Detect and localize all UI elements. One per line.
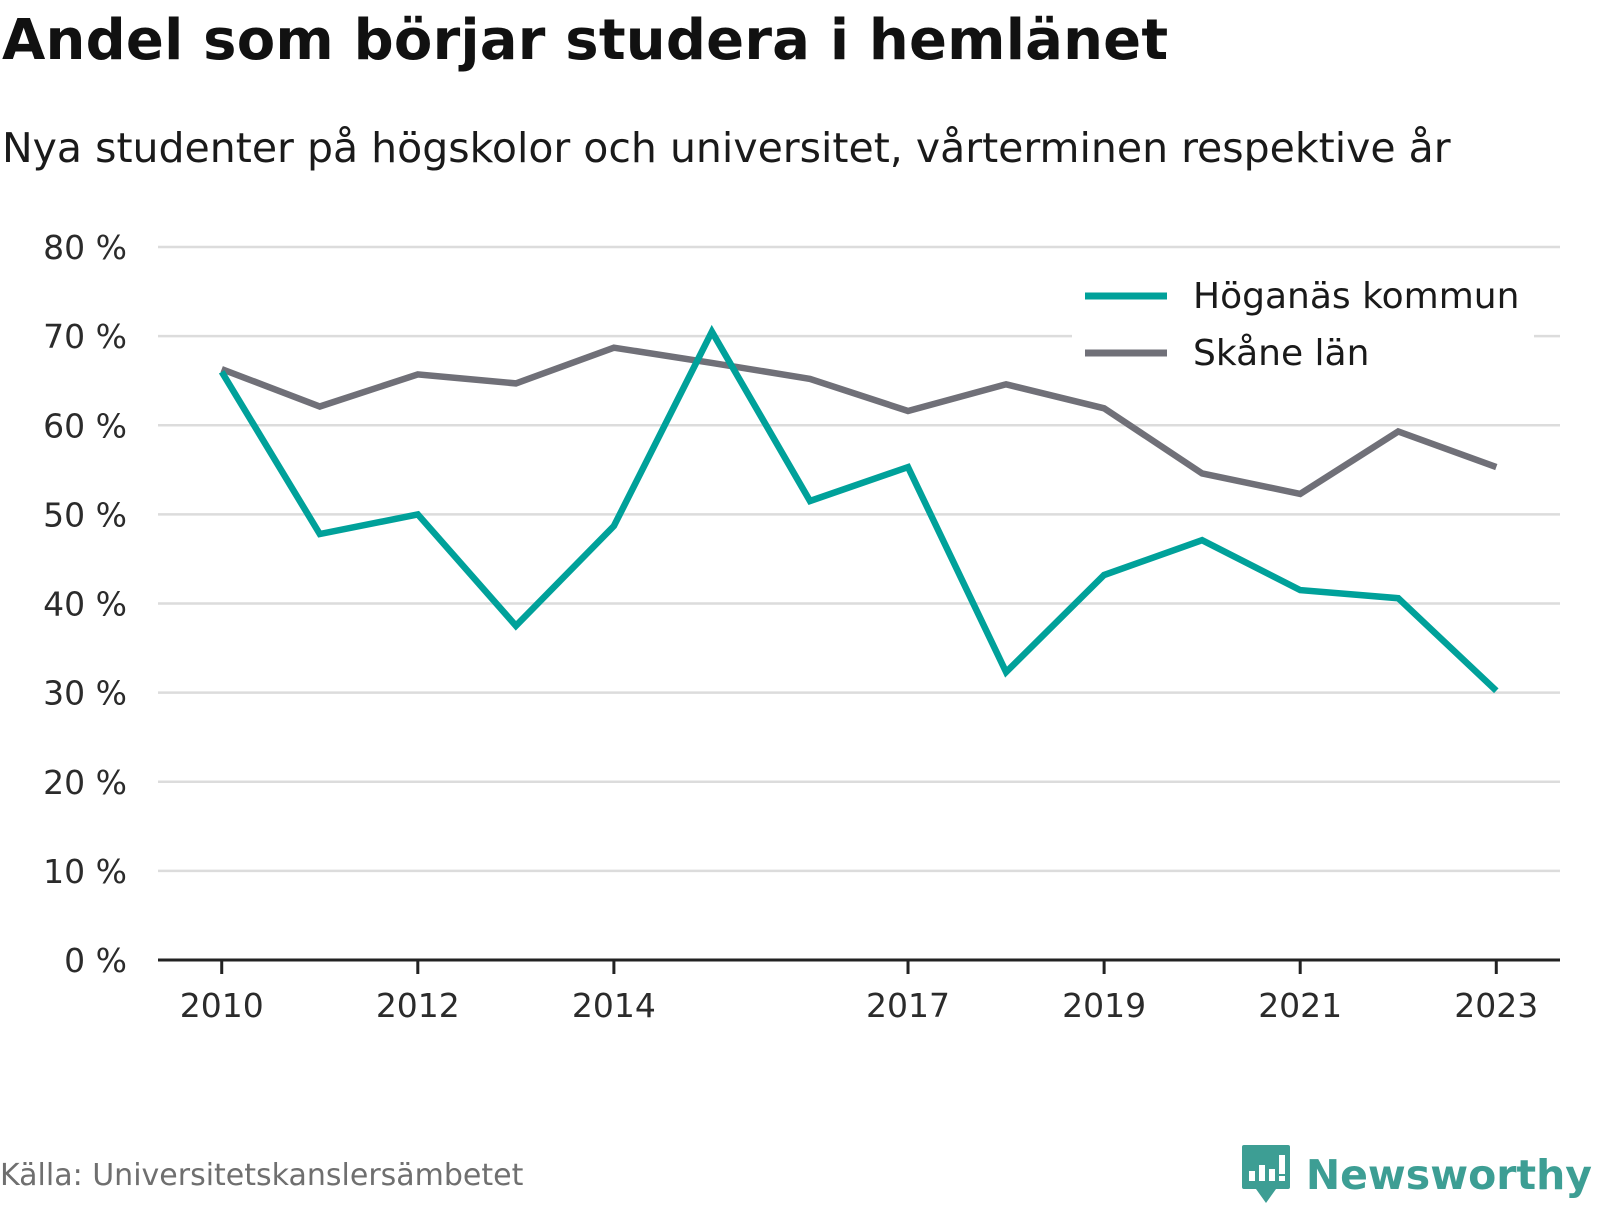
y-tick-label: 30 % [43,674,127,713]
x-tick-label: 2014 [572,986,656,1025]
chart-title: Andel som börjar studera i hemlänet [2,8,1169,73]
source-note: Källa: Universitetskanslersämbetet [0,1158,524,1193]
series-lines [218,324,1499,694]
x-axis-ticks: 2010 2012 2014 2017 2019 2021 2023 [180,960,1538,1025]
legend-label: Skåne län [1193,333,1369,374]
legend: Höganäs kommun Skåne län [1072,265,1534,383]
x-tick-label: 2023 [1454,986,1538,1025]
x-tick-label: 2010 [180,986,264,1025]
line-chart: 0 % 10 % 20 % 30 % 40 % 50 % 60 % 70 % 80 % 2010… [43,228,1560,1025]
x-tick-label: 2021 [1258,986,1342,1025]
y-axis-ticks: 0 % 10 % 20 % 30 % 40 % 50 % 60 % 70 % 80 % [43,228,127,980]
y-tick-label: 10 % [43,852,127,891]
x-tick-label: 2012 [376,986,460,1025]
y-tick-label: 80 % [43,228,127,267]
chart-subtitle: Nya studenter på högskolor och universit… [2,124,1451,172]
series-line-0 [218,324,1499,694]
y-tick-label: 60 % [43,406,127,445]
brand-logo: Newsworthy [1240,1143,1592,1207]
y-tick-label: 70 % [43,317,127,356]
brand-name: Newsworthy [1305,1151,1592,1199]
legend-label: Höganäs kommun [1193,276,1519,317]
legend-background [1072,265,1534,383]
y-tick-label: 20 % [43,763,127,802]
newsworthy-logo-icon [1241,1145,1290,1203]
x-tick-label: 2017 [866,986,950,1025]
y-tick-label: 50 % [43,495,127,534]
y-tick-label: 40 % [43,585,127,624]
series-line-1 [220,344,1498,498]
y-tick-label: 0 % [64,941,127,980]
x-tick-label: 2019 [1062,986,1146,1025]
